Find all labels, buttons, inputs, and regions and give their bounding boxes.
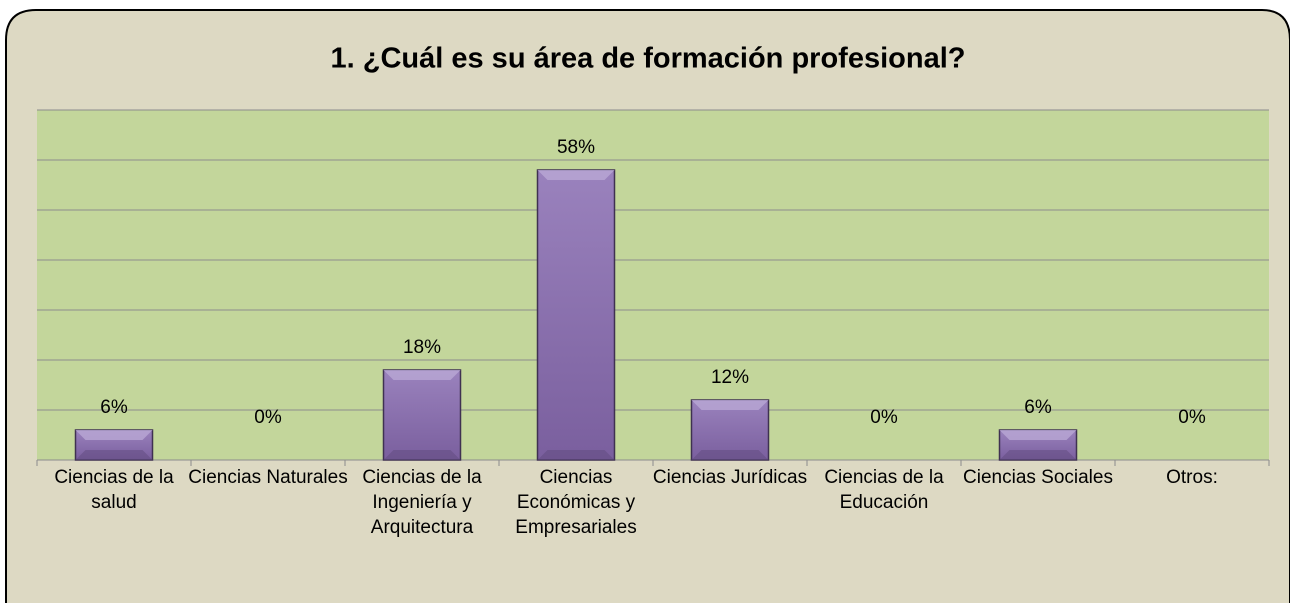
bar-bevel	[691, 400, 769, 410]
data-label: 0%	[254, 407, 282, 428]
bar-bevel	[691, 450, 769, 460]
x-tick-label: Ciencias Sociales	[963, 467, 1113, 488]
data-label: 6%	[100, 397, 128, 418]
bar-bevel	[999, 430, 1077, 440]
bar	[536, 169, 616, 461]
x-tick-label: Ciencias Naturales	[188, 467, 348, 488]
data-label: 18%	[403, 337, 441, 358]
bar-bevel	[537, 450, 615, 460]
data-label: 12%	[711, 367, 749, 388]
bar-bevel	[383, 370, 461, 380]
data-label: 0%	[1178, 407, 1206, 428]
bar-bevel	[383, 450, 461, 460]
bar	[382, 369, 462, 461]
x-tick-label: Ciencias de la salud	[54, 467, 174, 513]
data-label: 6%	[1024, 397, 1052, 418]
data-label: 58%	[557, 137, 595, 158]
x-tick-label: Ciencias de la Ingeniería y Arquitectura	[362, 467, 482, 538]
chart-title: 1. ¿Cuál es su área de formación profesi…	[331, 43, 966, 75]
bar-bevel	[999, 450, 1077, 460]
plot-area	[37, 110, 1269, 460]
x-tick-label: Ciencias de la Educación	[824, 467, 944, 513]
data-label: 0%	[870, 407, 898, 428]
x-tick-label: Ciencias Económicas y Empresariales	[515, 467, 637, 538]
x-tick-label: Ciencias Jurídicas	[652, 467, 808, 488]
x-tick-label: Otros:	[1166, 467, 1218, 488]
bar-bevel	[75, 430, 153, 440]
bar-bevel	[537, 170, 615, 180]
bar-bevel	[75, 450, 153, 460]
